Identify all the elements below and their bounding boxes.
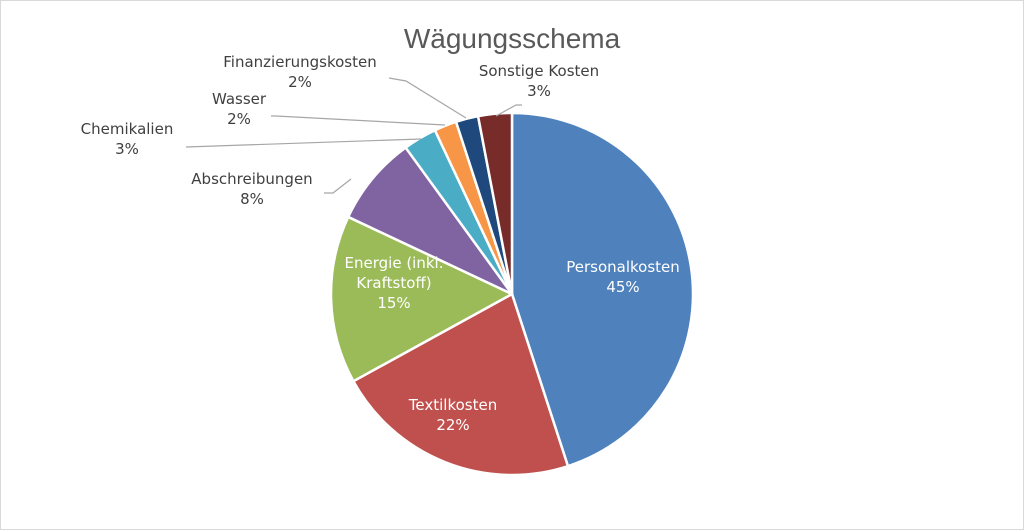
pie-slice [329,215,514,383]
pie-slice [352,292,570,477]
data-label: Personalkosten 45% [566,258,680,296]
leader-line [271,115,446,126]
leader-lines [185,77,522,194]
leader-line [388,77,467,119]
data-label: Sonstige Kosten 3% [479,62,599,100]
data-label: Textilkosten 22% [408,396,497,434]
leader-line [324,178,352,194]
leader-line [185,138,422,148]
chart-title: Wägungsschema [404,23,621,54]
leader-line [495,104,522,117]
data-label: Finanzierungskosten 2% [223,53,376,91]
data-label: Energie (inkl. Kraftstoff) 15% [345,254,444,312]
data-label: Wasser 2% [212,90,267,128]
pie-slices [329,111,695,477]
data-label: Chemikalien 3% [81,120,174,158]
pie-slice [346,146,514,296]
pie-slice [510,111,695,468]
pie-slice [476,111,514,296]
data-labels: Personalkosten 45% Textilkosten 22% Energie … [81,53,680,434]
data-label: Abschreibungen 8% [191,170,312,208]
